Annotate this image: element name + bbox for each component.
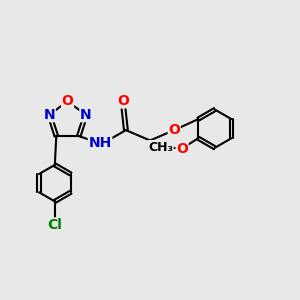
Text: O: O — [176, 142, 188, 156]
Text: N: N — [80, 108, 92, 122]
Text: Cl: Cl — [47, 218, 62, 232]
Text: O: O — [61, 94, 74, 108]
Text: NH: NH — [88, 136, 112, 150]
Text: N: N — [44, 108, 55, 122]
Text: O: O — [118, 94, 130, 108]
Text: O: O — [168, 123, 180, 137]
Text: CH₃: CH₃ — [148, 141, 173, 154]
